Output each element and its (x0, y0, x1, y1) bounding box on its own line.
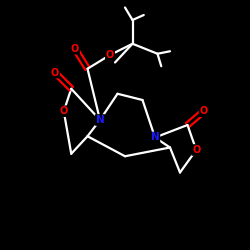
Text: N: N (96, 115, 104, 125)
Text: O: O (60, 106, 68, 116)
Text: O: O (106, 50, 114, 60)
Text: O: O (71, 44, 79, 54)
Text: O: O (51, 68, 59, 78)
Text: N: N (150, 132, 160, 142)
Text: O: O (200, 106, 208, 116)
Text: O: O (192, 145, 200, 155)
